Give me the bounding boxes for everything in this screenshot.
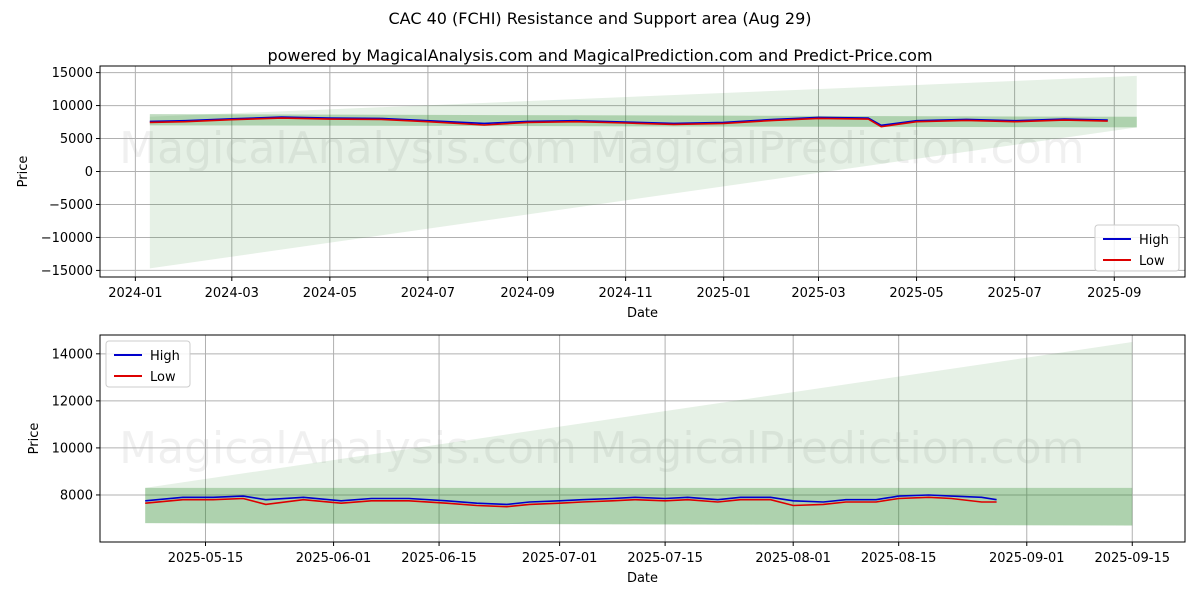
plot-frame bbox=[99, 334, 1186, 543]
y-tick-label: 10000 bbox=[52, 441, 93, 456]
watermark: MagicalPrediction.com bbox=[590, 423, 1085, 474]
x-tick-label: 2025-08-15 bbox=[861, 551, 937, 566]
series-high-line bbox=[149, 116, 1108, 127]
x-tick-label: 2025-05 bbox=[889, 286, 943, 301]
watermark: MagicalAnalysis.com bbox=[119, 123, 577, 174]
legend: High Low bbox=[1094, 224, 1180, 272]
legend-label-high: High bbox=[1139, 233, 1169, 248]
x-tick-label: 2025-05-15 bbox=[168, 551, 244, 566]
watermark: MagicalPrediction.com bbox=[590, 123, 1085, 174]
series-low-line bbox=[145, 496, 997, 508]
y-tick-label: 14000 bbox=[52, 347, 93, 362]
legend: High Low bbox=[105, 340, 191, 388]
x-tick-label: 2024-09 bbox=[500, 286, 554, 301]
y-tick-label: 8000 bbox=[60, 488, 93, 503]
support-area bbox=[145, 487, 1133, 526]
x-tick-label: 2024-03 bbox=[205, 286, 259, 301]
y-tick-label: 15000 bbox=[52, 66, 93, 81]
x-tick-label: 2025-06-01 bbox=[296, 551, 372, 566]
y-tick-label: 10000 bbox=[52, 99, 93, 114]
y-axis-label: Price bbox=[16, 156, 31, 188]
plot-frame bbox=[99, 65, 1186, 278]
series-high-line bbox=[145, 494, 997, 506]
x-tick-label: 2025-09 bbox=[1087, 286, 1141, 301]
x-tick-label: 2025-03 bbox=[791, 286, 845, 301]
x-axis-label: Date bbox=[627, 571, 658, 586]
projection-area bbox=[145, 342, 1133, 526]
legend-label-low: Low bbox=[150, 370, 176, 385]
legend-label-low: Low bbox=[1139, 254, 1165, 269]
x-tick-label: 2025-09-15 bbox=[1094, 551, 1170, 566]
y-tick-label: −5000 bbox=[49, 198, 93, 213]
chart-panel-2: MagicalAnalysis.com MagicalPrediction.com… bbox=[27, 334, 1186, 586]
chart-title: CAC 40 (FCHI) Resistance and Support are… bbox=[388, 9, 812, 28]
legend-box bbox=[105, 340, 191, 388]
x-tick-label: 2025-01 bbox=[697, 286, 751, 301]
y-tick-label: −15000 bbox=[41, 264, 93, 279]
y-tick-label: 0 bbox=[85, 165, 93, 180]
x-tick-label: 2024-07 bbox=[401, 286, 455, 301]
y-tick-label: 5000 bbox=[60, 132, 93, 147]
chart-subtitle: powered by MagicalAnalysis.com and Magic… bbox=[267, 46, 933, 65]
x-tick-label: 2024-11 bbox=[598, 286, 652, 301]
y-tick-label: 12000 bbox=[52, 394, 93, 409]
x-tick-label: 2025-07 bbox=[987, 286, 1041, 301]
x-tick-label: 2025-09-01 bbox=[989, 551, 1065, 566]
x-tick-label: 2024-01 bbox=[108, 286, 162, 301]
watermark: MagicalAnalysis.com bbox=[119, 423, 577, 474]
legend-label-high: High bbox=[150, 349, 180, 364]
series-low-line bbox=[149, 117, 1108, 128]
x-tick-label: 2025-07-15 bbox=[627, 551, 703, 566]
x-tick-label: 2024-05 bbox=[303, 286, 357, 301]
y-axis-label: Price bbox=[27, 423, 42, 455]
y-tick-label: −10000 bbox=[41, 231, 93, 246]
chart-panel-1: MagicalAnalysis.com MagicalPrediction.com… bbox=[16, 65, 1186, 321]
x-tick-label: 2025-08-01 bbox=[755, 551, 831, 566]
legend-box bbox=[1094, 224, 1180, 272]
x-axis-label: Date bbox=[627, 306, 658, 321]
x-tick-label: 2025-07-01 bbox=[522, 551, 598, 566]
x-tick-label: 2025-06-15 bbox=[401, 551, 477, 566]
